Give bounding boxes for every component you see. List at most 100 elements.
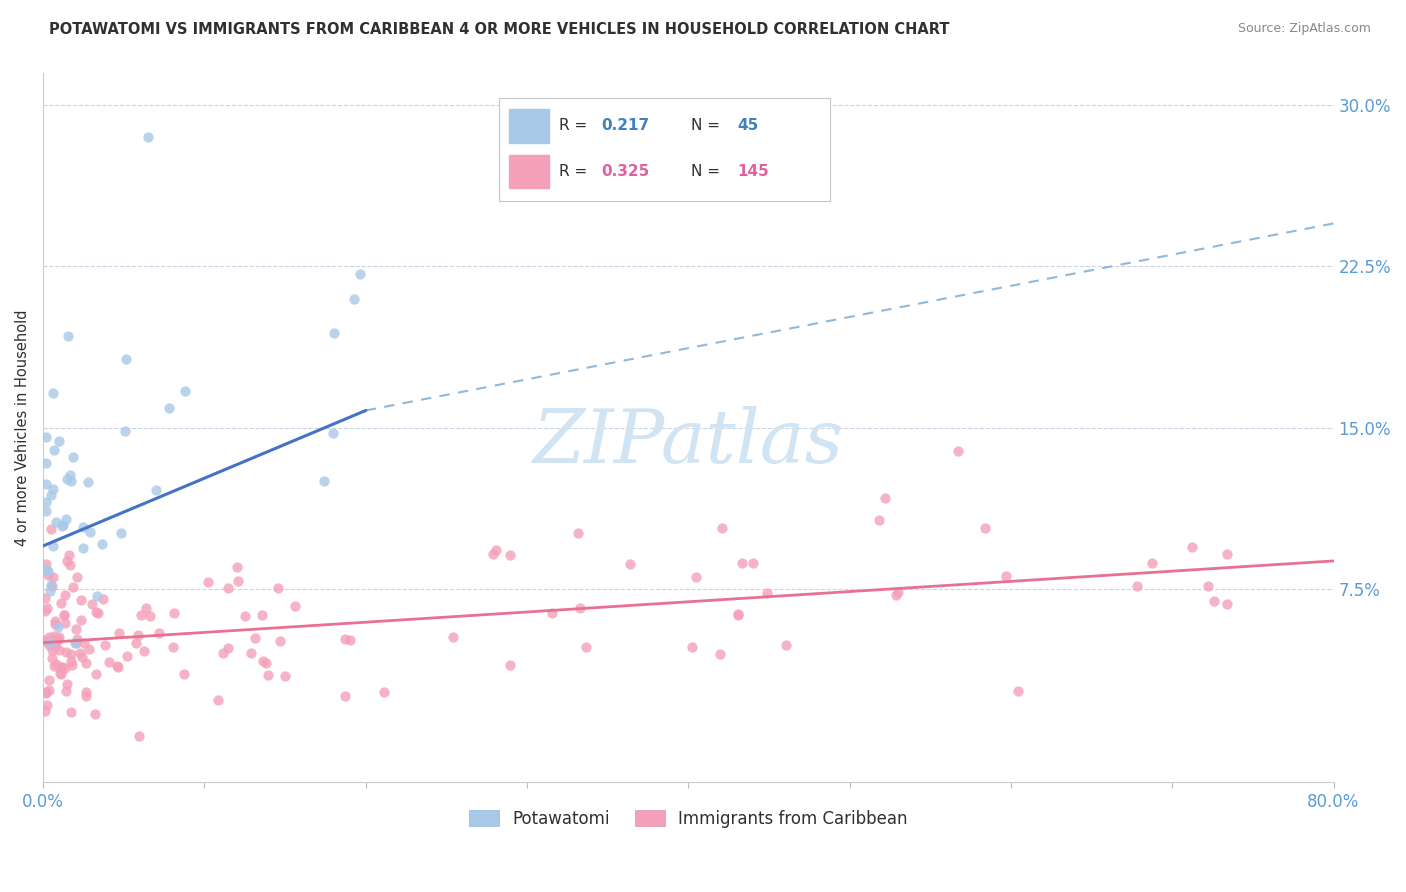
FancyBboxPatch shape bbox=[509, 154, 548, 188]
Point bbox=[114, 424, 136, 438]
Point bbox=[485, 543, 508, 558]
Point bbox=[267, 581, 290, 595]
Point bbox=[162, 640, 184, 655]
Point bbox=[35, 504, 58, 518]
Point bbox=[51, 660, 73, 674]
Text: R =: R = bbox=[558, 119, 586, 133]
Point bbox=[1204, 594, 1226, 608]
Point bbox=[619, 557, 641, 571]
Point bbox=[42, 569, 65, 583]
Text: 45: 45 bbox=[737, 119, 758, 133]
Point bbox=[252, 654, 274, 668]
Point bbox=[41, 579, 63, 593]
Point bbox=[34, 604, 56, 618]
Point bbox=[35, 456, 58, 470]
Point bbox=[75, 685, 97, 699]
Point bbox=[135, 600, 157, 615]
Point bbox=[60, 705, 83, 719]
Point bbox=[70, 650, 93, 665]
Point bbox=[46, 620, 69, 634]
Point bbox=[110, 525, 132, 540]
Point bbox=[58, 548, 80, 562]
Point bbox=[217, 640, 239, 655]
Point bbox=[38, 630, 60, 644]
Point bbox=[65, 636, 87, 650]
Point bbox=[35, 601, 58, 615]
Point bbox=[59, 558, 82, 572]
Point bbox=[481, 547, 503, 561]
Point bbox=[49, 665, 72, 680]
Point bbox=[107, 660, 129, 674]
Point bbox=[284, 599, 307, 613]
Point bbox=[44, 629, 66, 643]
Point bbox=[1126, 579, 1149, 593]
Point bbox=[34, 633, 56, 648]
Point bbox=[257, 668, 280, 682]
Point bbox=[73, 636, 96, 650]
Point bbox=[727, 607, 749, 622]
Point bbox=[52, 518, 75, 533]
Point bbox=[66, 569, 89, 583]
Y-axis label: 4 or more Vehicles in Household: 4 or more Vehicles in Household bbox=[15, 310, 30, 546]
Point bbox=[322, 425, 344, 440]
Point bbox=[39, 577, 62, 591]
Point bbox=[129, 607, 152, 622]
Point bbox=[66, 632, 89, 646]
Point bbox=[148, 626, 170, 640]
Point bbox=[887, 585, 910, 599]
Text: 145: 145 bbox=[737, 164, 769, 179]
Text: N =: N = bbox=[690, 164, 720, 179]
Point bbox=[775, 638, 797, 652]
Text: Source: ZipAtlas.com: Source: ZipAtlas.com bbox=[1237, 22, 1371, 36]
Point bbox=[39, 633, 62, 648]
Point bbox=[681, 640, 703, 654]
Point bbox=[207, 693, 229, 707]
Point bbox=[48, 630, 70, 644]
Point bbox=[254, 656, 277, 670]
Point bbox=[499, 658, 522, 673]
Point bbox=[34, 591, 56, 606]
Point bbox=[1181, 540, 1204, 554]
Point bbox=[53, 607, 76, 622]
Text: 0.325: 0.325 bbox=[602, 164, 650, 179]
Point bbox=[59, 468, 82, 483]
Point bbox=[343, 292, 366, 306]
Point bbox=[127, 628, 149, 642]
Text: ZIPatlas: ZIPatlas bbox=[533, 406, 844, 478]
Point bbox=[45, 515, 67, 529]
Point bbox=[173, 666, 195, 681]
Point bbox=[53, 607, 76, 622]
Point bbox=[49, 666, 72, 681]
Point bbox=[35, 476, 58, 491]
Point bbox=[373, 685, 395, 699]
Point bbox=[35, 698, 58, 712]
Point bbox=[711, 521, 734, 535]
Point bbox=[333, 689, 356, 703]
Point bbox=[742, 556, 765, 570]
Point bbox=[145, 483, 167, 497]
Point bbox=[84, 706, 107, 721]
Point bbox=[42, 482, 65, 496]
Point bbox=[55, 683, 77, 698]
Point bbox=[69, 646, 91, 660]
Point bbox=[91, 591, 114, 606]
Point bbox=[1142, 556, 1164, 570]
Point bbox=[44, 639, 66, 653]
Point bbox=[60, 658, 83, 673]
Point bbox=[77, 641, 100, 656]
Point bbox=[217, 581, 239, 595]
Point bbox=[41, 651, 63, 665]
Point bbox=[35, 557, 58, 571]
Point bbox=[233, 609, 256, 624]
Point bbox=[226, 574, 249, 589]
Point bbox=[163, 606, 186, 620]
Point bbox=[84, 667, 107, 681]
Point bbox=[174, 384, 197, 399]
FancyBboxPatch shape bbox=[509, 110, 548, 144]
Point bbox=[39, 488, 62, 502]
Point bbox=[115, 649, 138, 664]
Point bbox=[72, 519, 94, 533]
Point bbox=[51, 519, 73, 533]
Point bbox=[56, 471, 79, 485]
Text: N =: N = bbox=[690, 119, 720, 133]
